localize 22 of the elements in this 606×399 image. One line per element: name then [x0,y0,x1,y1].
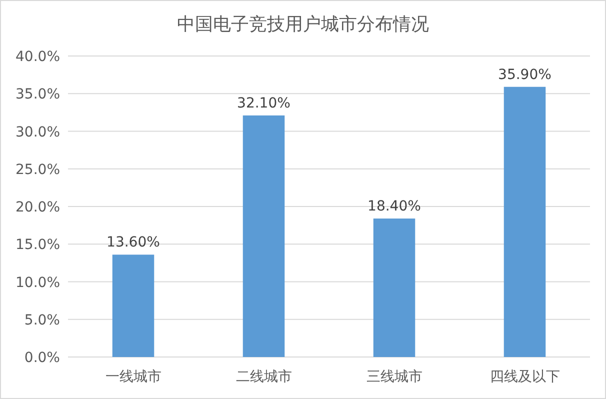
y-tick-label: 40.0% [16,49,60,65]
bar [373,218,416,357]
y-tick-label: 20.0% [16,200,60,216]
chart-title: 中国电子竞技用户城市分布情况 [177,14,429,35]
data-label: 35.90% [498,66,552,83]
x-tick-label: 一线城市 [105,369,162,385]
y-tick-label: 5.0% [24,312,60,328]
y-tick-label: 35.0% [16,86,60,103]
x-tick-label: 三线城市 [366,369,422,385]
bar [504,86,546,357]
x-tick-label: 二线城市 [236,369,292,385]
bar [242,115,285,357]
y-tick-label: 15.0% [16,237,60,254]
y-tick-label: 10.0% [16,274,60,291]
y-tick-label: 25.0% [16,162,60,178]
data-label: 13.60% [106,234,160,251]
x-tick-label: 四线及以下 [490,369,560,385]
bar [112,254,154,357]
data-label: 32.10% [237,95,290,112]
y-tick-label: 30.0% [16,124,60,140]
data-label: 18.40% [368,198,421,215]
y-tick-label: 0.0% [24,350,60,366]
